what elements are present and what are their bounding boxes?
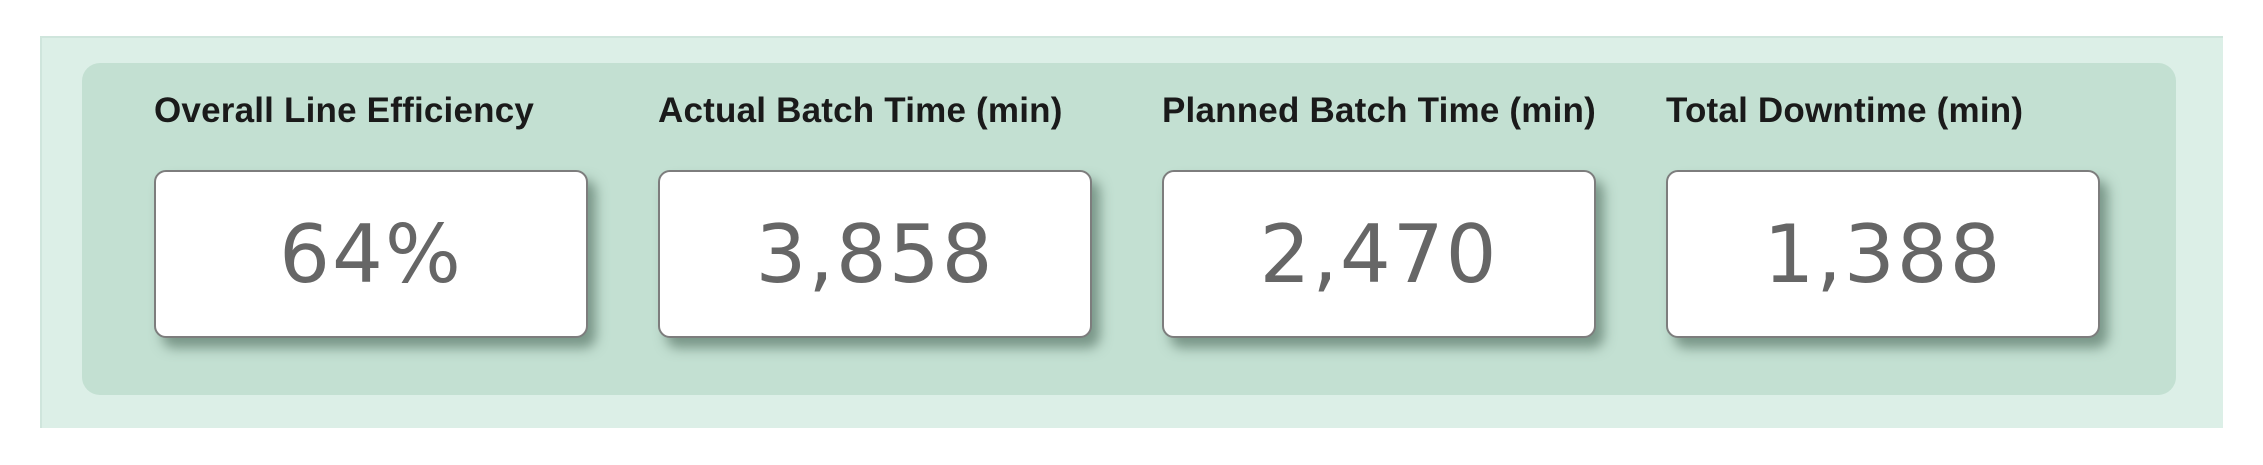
kpi-card[interactable]: 2,470: [1162, 170, 1596, 338]
kpi-title: Total Downtime (min): [1666, 91, 2024, 130]
kpi-card[interactable]: 3,858: [658, 170, 1092, 338]
kpi-card[interactable]: 1,388: [1666, 170, 2100, 338]
kpi-title: Actual Batch Time (min): [658, 91, 1063, 130]
kpi-value: 64%: [279, 207, 463, 301]
kpi-value: 1,388: [1763, 207, 2003, 301]
kpi-planned-batch-time: Planned Batch Time (min) 2,470: [1162, 63, 1600, 395]
kpi-title: Overall Line Efficiency: [154, 91, 535, 130]
kpi-value: 2,470: [1259, 207, 1499, 301]
kpi-total-downtime: Total Downtime (min) 1,388: [1666, 63, 2104, 395]
kpi-title: Planned Batch Time (min): [1162, 91, 1596, 130]
kpi-overall-line-efficiency: Overall Line Efficiency 64%: [154, 63, 592, 395]
kpi-actual-batch-time: Actual Batch Time (min) 3,858: [658, 63, 1096, 395]
kpi-panel: Overall Line Efficiency 64% Actual Batch…: [82, 63, 2176, 395]
kpi-value: 3,858: [755, 207, 995, 301]
kpi-card[interactable]: 64%: [154, 170, 588, 338]
